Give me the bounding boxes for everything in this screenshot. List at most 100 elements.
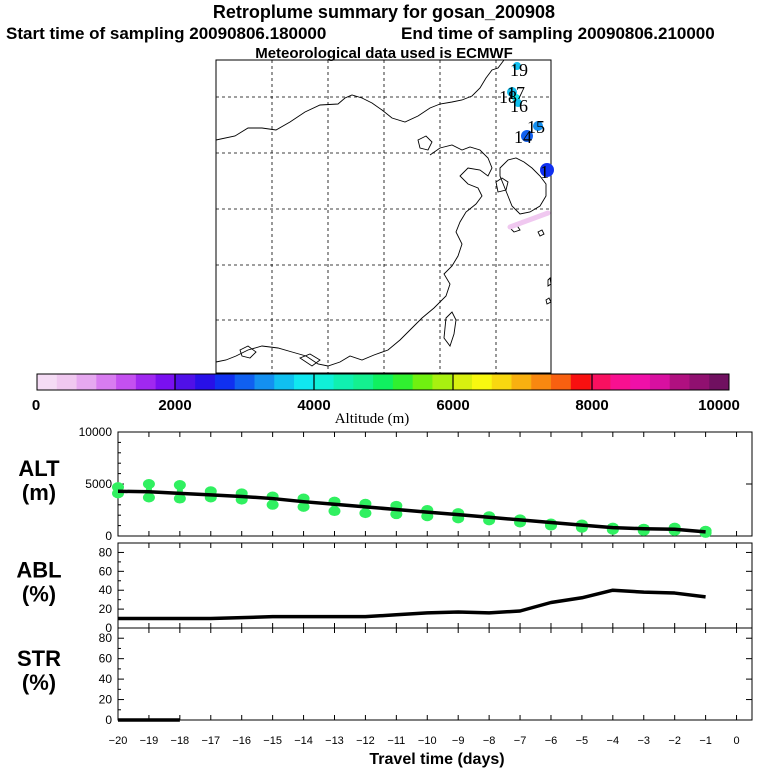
y-tick-label: 80 bbox=[99, 631, 113, 645]
plot-abl: 0 20 40 60 80 ABL(%) bbox=[16, 542, 753, 635]
colorbar-swatch bbox=[432, 374, 453, 390]
x-tick-label: −8 bbox=[483, 735, 496, 747]
series-line-abl bbox=[118, 588, 706, 621]
x-axis-label: Travel time (days) bbox=[369, 751, 504, 768]
x-tick-label: −17 bbox=[201, 735, 220, 747]
end-time-label: End time of sampling 20090806.210000 bbox=[401, 24, 715, 43]
colorbar-swatch bbox=[155, 374, 176, 390]
colorbar-tick: 2000 bbox=[158, 397, 191, 414]
map-panel: 19 18 17 16 15 14 1 bbox=[215, 59, 554, 374]
map-label-14: 14 bbox=[514, 127, 532, 147]
colorbar-tick: 10000 bbox=[698, 397, 740, 414]
y-tick-label: 60 bbox=[99, 652, 113, 666]
altitude-point bbox=[328, 506, 341, 517]
x-tick-label: −16 bbox=[232, 735, 251, 747]
met-data-label: Meteorological data used is ECMWF bbox=[255, 45, 513, 62]
colorbar-swatch bbox=[709, 374, 730, 390]
colorbar-swatch bbox=[689, 374, 710, 390]
colorbar bbox=[36, 373, 730, 391]
y-tick-label: 40 bbox=[99, 672, 113, 686]
marker-15 bbox=[533, 121, 543, 131]
time-series-plots: 0500010000ALT(m)020406080ABL(%)020406080… bbox=[16, 425, 753, 727]
x-tick-label: −14 bbox=[294, 735, 313, 747]
colorbar-tick: 8000 bbox=[575, 397, 608, 414]
map-coastlines bbox=[215, 59, 552, 367]
y-tick-label: 0 bbox=[105, 529, 112, 543]
panel-y-label: (%) bbox=[22, 582, 56, 607]
plot-frame bbox=[117, 431, 753, 537]
plot-frame bbox=[117, 627, 753, 721]
colorbar-frame bbox=[36, 373, 730, 391]
marker-14 bbox=[521, 130, 533, 142]
x-tick-label: −19 bbox=[140, 735, 159, 747]
colorbar-tick: 6000 bbox=[436, 397, 469, 414]
map-label-17: 17 bbox=[507, 83, 525, 103]
altitude-point bbox=[142, 492, 155, 503]
y-tick-label: 20 bbox=[99, 602, 113, 616]
x-axis-tick-labels: −20 −19 −18 −17 −16 −15 −14 −13 −12 −11 −10 −9 −8 −7−… bbox=[109, 735, 740, 747]
colorbar-swatch bbox=[234, 374, 255, 390]
x-tick-label: −4 bbox=[607, 735, 620, 747]
colorbar-swatch bbox=[195, 374, 216, 390]
y-tick-label: 60 bbox=[99, 564, 113, 578]
panel-y-label: (m) bbox=[22, 480, 56, 505]
altitude-point bbox=[297, 501, 310, 512]
map-label-19: 19 bbox=[510, 60, 528, 80]
y-tick-label: 20 bbox=[99, 693, 113, 707]
marker-1 bbox=[540, 163, 554, 177]
panel-y-label: ABL bbox=[16, 558, 61, 583]
colorbar-swatch bbox=[56, 374, 78, 390]
colorbar-swatch bbox=[491, 374, 513, 390]
y-tick-label: 40 bbox=[99, 583, 113, 597]
y-tick-label: 5000 bbox=[85, 477, 112, 491]
altitude-point bbox=[266, 499, 279, 510]
x-tick-label: −5 bbox=[576, 735, 589, 747]
altitude-point bbox=[142, 479, 155, 489]
series-line-alt bbox=[117, 489, 706, 534]
x-tick-label: −13 bbox=[325, 735, 344, 747]
altitude-point bbox=[390, 509, 403, 520]
colorbar-swatch bbox=[274, 374, 295, 390]
map-label-18: 18 bbox=[499, 87, 517, 107]
colorbar-swatch bbox=[214, 374, 236, 390]
plot-str: 0 20 40 60 80 STR(%) bbox=[17, 627, 753, 727]
colorbar-swatch bbox=[610, 374, 631, 390]
x-tick-label: −6 bbox=[545, 735, 558, 747]
colorbar-swatch bbox=[649, 374, 671, 390]
marker-16 bbox=[514, 99, 522, 107]
colorbar-swatch bbox=[669, 374, 690, 390]
x-tick-label: −15 bbox=[263, 735, 282, 747]
colorbar-swatch bbox=[531, 374, 552, 390]
x-tick-label: −1 bbox=[699, 735, 712, 747]
x-tick-label: −10 bbox=[418, 735, 437, 747]
panel-y-label: STR bbox=[17, 646, 61, 671]
x-tick-label: −3 bbox=[637, 735, 650, 747]
x-tick-label: −2 bbox=[668, 735, 681, 747]
colorbar-swatch bbox=[294, 374, 315, 390]
colorbar-swatch bbox=[313, 374, 335, 390]
y-tick-label: 0 bbox=[105, 713, 112, 727]
altitude-point bbox=[173, 480, 186, 491]
x-tick-label: −11 bbox=[387, 735, 405, 747]
map-label-1: 1 bbox=[540, 162, 549, 182]
map-label-15: 15 bbox=[527, 117, 545, 137]
colorbar-tick: 0 bbox=[32, 397, 40, 414]
marker-19 bbox=[513, 62, 521, 70]
colorbar-swatch bbox=[37, 374, 58, 390]
colorbar-swatch bbox=[412, 374, 433, 390]
colorbar-swatch bbox=[471, 374, 493, 390]
colorbar-swatch bbox=[175, 374, 196, 390]
colorbar-swatch bbox=[373, 374, 394, 390]
colorbar-label: Altitude (m) bbox=[335, 411, 410, 427]
y-tick-label: 0 bbox=[105, 621, 112, 635]
plume-streak bbox=[507, 210, 551, 230]
colorbar-swatch bbox=[135, 374, 157, 390]
colorbar-swatch bbox=[630, 374, 651, 390]
colorbar-swatch bbox=[452, 374, 473, 390]
map-label-16: 16 bbox=[510, 96, 528, 116]
x-tick-label: −12 bbox=[356, 735, 375, 747]
x-tick-label: −20 bbox=[109, 735, 128, 747]
start-time-label: Start time of sampling 20090806.180000 bbox=[6, 24, 327, 43]
y-tick-label: 80 bbox=[99, 545, 113, 559]
colorbar-tick-labels: 0 2000 4000 6000 8000 10000 bbox=[32, 397, 740, 414]
